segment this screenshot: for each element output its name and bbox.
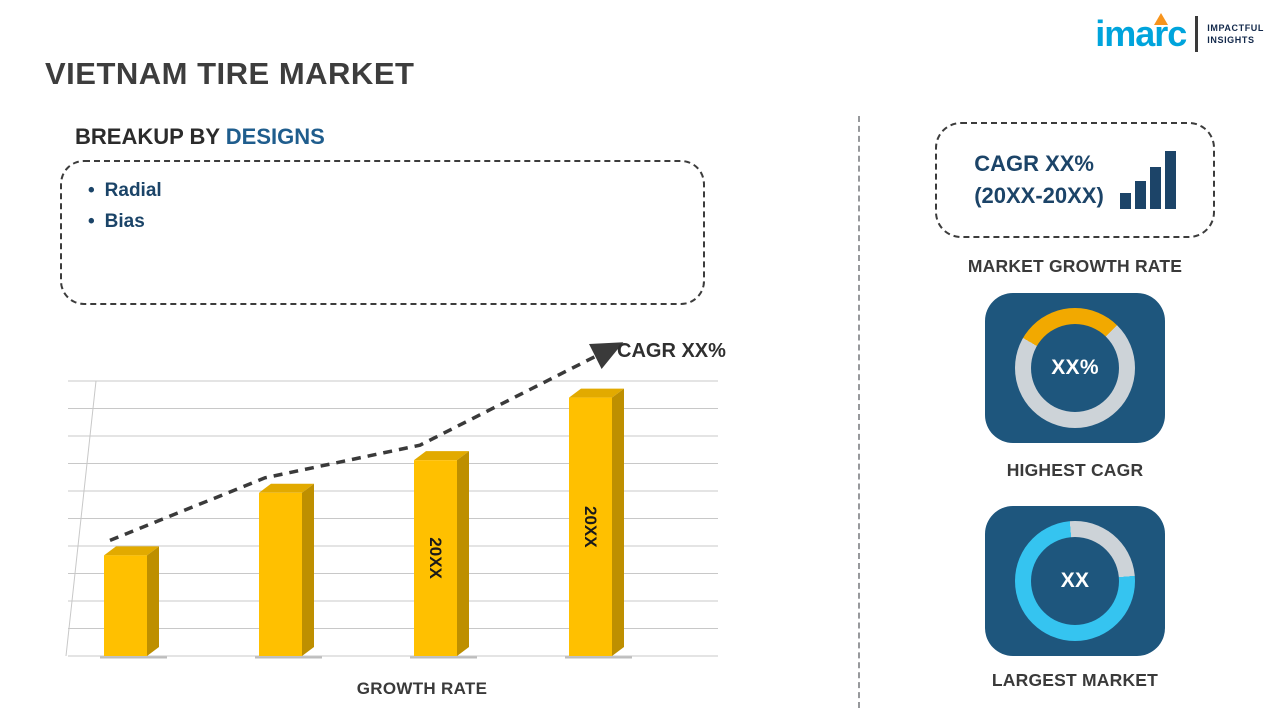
imarc-logo-wordmark: imarc [1095, 13, 1187, 54]
highest-cagr-card: XX% [985, 293, 1165, 443]
largest-market-donut-chart: XX [1015, 521, 1135, 641]
highest-cagr-value: XX% [1031, 324, 1119, 412]
breakup-heading: BREAKUP BY DESIGNS [75, 124, 325, 150]
cagr-badge-text: CAGR XX% (20XX-20XX) [974, 148, 1104, 212]
chart-x-axis-label: GROWTH RATE [356, 679, 488, 698]
bar-year-label: 20XX [426, 537, 445, 579]
bar-side-face [302, 483, 314, 656]
market-growth-rate-caption: MARKET GROWTH RATE [967, 256, 1183, 276]
bar-top-face [259, 483, 314, 493]
largest-market-value: XX [1031, 537, 1119, 625]
vertical-dashed-divider [858, 116, 860, 708]
cagr-trend-label: CAGR XX% [617, 340, 726, 362]
bar-front-face [569, 397, 612, 656]
bar-top-face [569, 388, 624, 398]
list-item-bias: Bias [88, 207, 677, 238]
logo-tagline: IMPACTFUL INSIGHTS [1207, 22, 1264, 46]
market-growth-rate-badge: CAGR XX% (20XX-20XX) [935, 122, 1215, 238]
page-title: VIETNAM TIRE MARKET [45, 56, 415, 91]
bar-top-face [104, 546, 159, 556]
largest-market-card: XX [985, 506, 1165, 656]
highest-cagr-caption: HIGHEST CAGR [1006, 460, 1144, 480]
bar-chart-icon [1119, 151, 1176, 209]
bar-side-face [147, 546, 159, 656]
chart-bars: 20XX 20XX [100, 388, 632, 659]
imarc-logo-triangle-icon [1154, 13, 1169, 25]
imarc-logo: imarc IMPACTFUL INSIGHTS [1095, 13, 1264, 54]
designs-breakup-box: Radial Bias [60, 160, 705, 305]
growth-bar-chart-svg: 20XX 20XX [65, 342, 718, 659]
bar-front-face [259, 492, 302, 656]
bar-front-face [414, 460, 457, 656]
logo-divider [1195, 16, 1199, 52]
largest-market-caption: LARGEST MARKET [991, 670, 1159, 690]
logo-tagline-line2: INSIGHTS [1207, 35, 1255, 45]
bar-front-face [104, 555, 147, 656]
bar-side-face [457, 451, 469, 656]
cagr-badge-line1: CAGR XX% [974, 151, 1094, 177]
bar-side-face [612, 388, 624, 656]
growth-bar-chart: 20XX 20XX [58, 333, 726, 668]
highest-cagr-donut-chart: XX% [1015, 308, 1135, 428]
logo-tagline-line1: IMPACTFUL [1207, 22, 1264, 33]
cagr-trend-arrow [109, 342, 624, 542]
cagr-badge-line2: (20XX-20XX) [974, 183, 1104, 208]
designs-list: Radial Bias [88, 176, 677, 238]
imarc-logo-text: imarc [1095, 13, 1187, 54]
bar-top-face [414, 451, 469, 461]
list-item-radial: Radial [88, 176, 677, 207]
breakup-heading-prefix: BREAKUP BY [75, 124, 226, 149]
bar-year-label: 20XX [581, 506, 600, 548]
breakup-heading-highlight: DESIGNS [225, 124, 325, 149]
